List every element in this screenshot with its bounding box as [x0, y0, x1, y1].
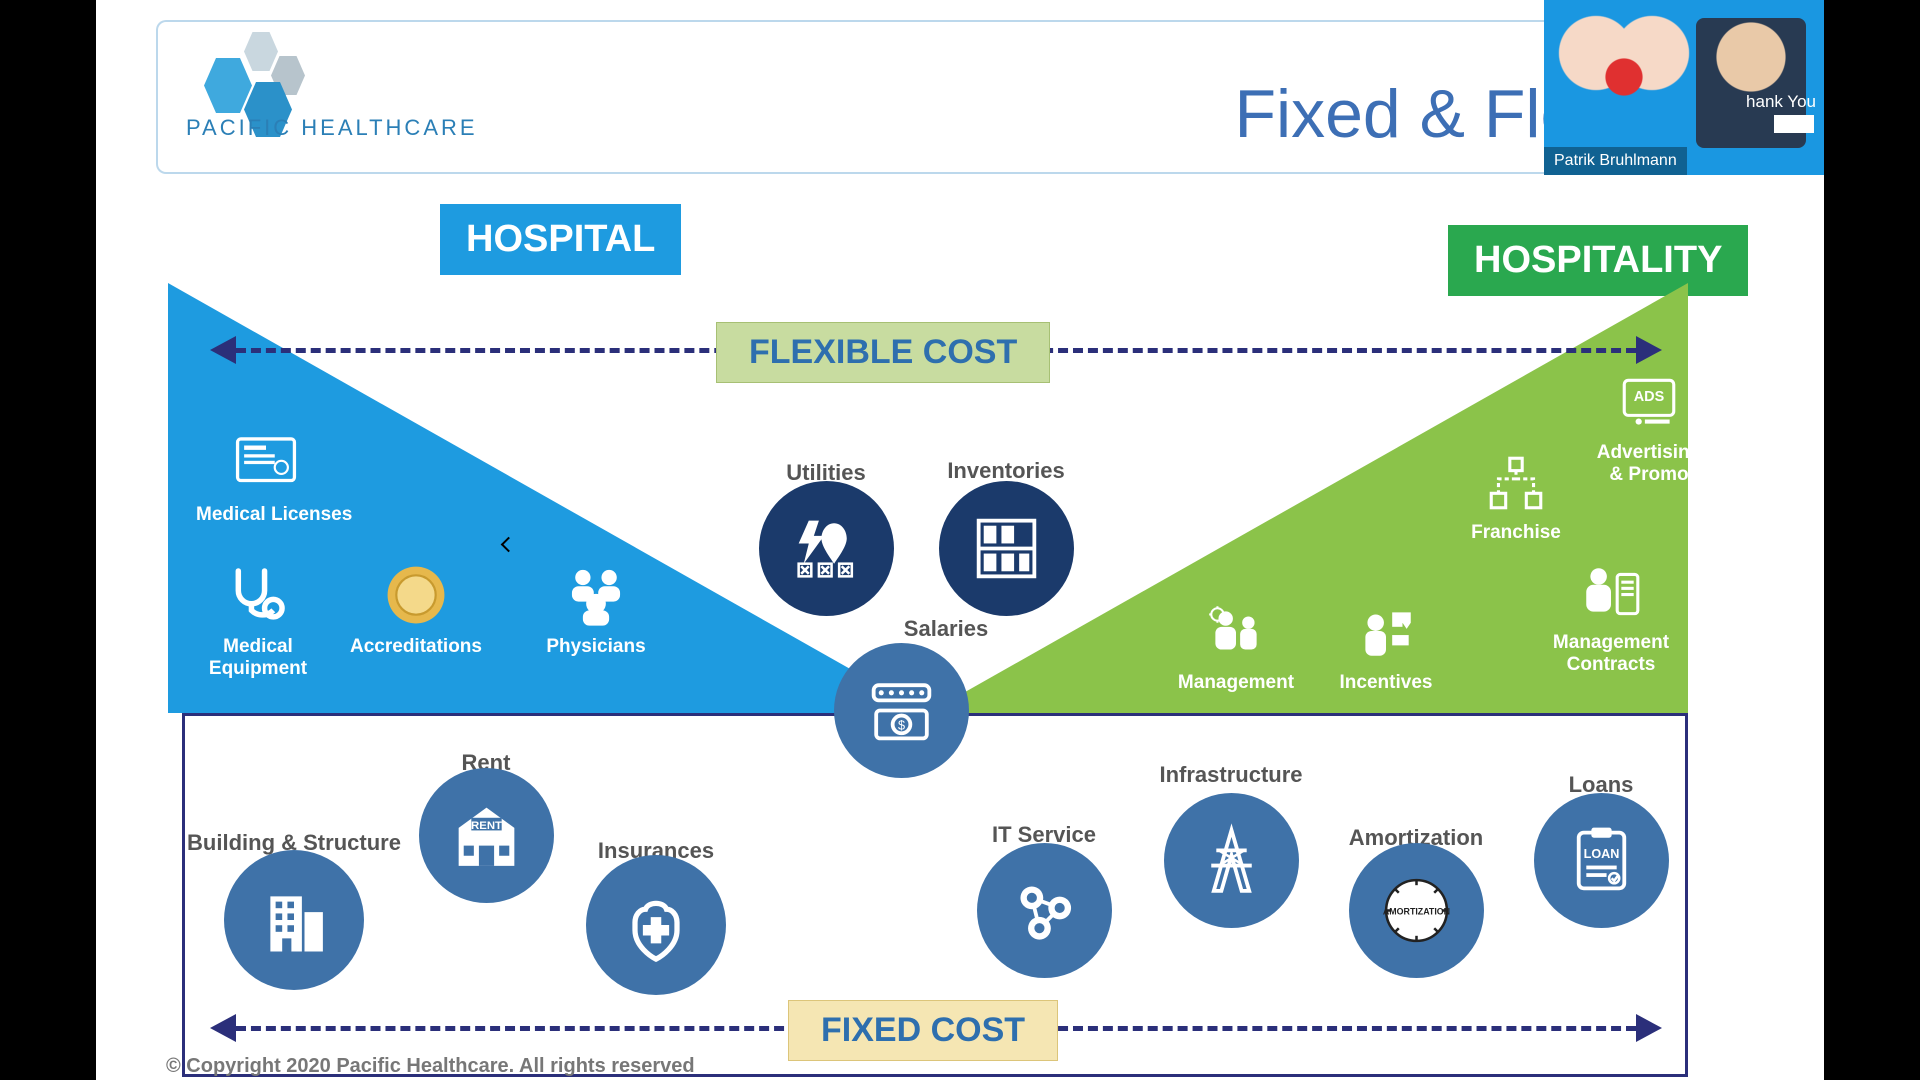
incentives-item: Incentives	[1311, 600, 1461, 694]
insurances-circle	[586, 855, 726, 995]
fixed-cost-banner: FIXED COST	[788, 1000, 1058, 1061]
medical-equipment-label: MedicalEquipment	[188, 636, 328, 680]
thank-you-text: hank You	[1746, 92, 1816, 112]
brand-name: PACIFIC HEALTHCARE	[186, 115, 478, 141]
amortization-circle	[1349, 843, 1484, 978]
physicians-item: Physicians	[526, 560, 666, 658]
loans-icon	[1534, 793, 1669, 928]
flexible-cost-banner: FLEXIBLE COST	[716, 322, 1050, 383]
rent-icon	[419, 768, 554, 903]
hands-heart-icon	[1554, 5, 1694, 125]
building-circle	[224, 850, 364, 990]
medical-licenses-label: Medical Licenses	[196, 504, 336, 526]
salaries-circle	[834, 643, 969, 778]
it-service-circle	[977, 843, 1112, 978]
franchise-label: Franchise	[1441, 522, 1591, 544]
flex-arrow-right-icon	[1636, 336, 1662, 364]
hospital-tag: HOSPITAL	[440, 204, 681, 275]
physicians-label: Physicians	[526, 636, 666, 658]
infrastructure-label: Infrastructure	[1111, 762, 1351, 788]
accreditations-item: Accreditations	[346, 560, 486, 658]
utilities-icon	[759, 481, 894, 616]
medical-equipment-icon	[188, 560, 328, 630]
utilities-circle	[759, 481, 894, 616]
webcam-overlay: hank You Patrik Bruhlmann	[1544, 0, 1824, 175]
copyright-text: © Copyright 2020 Pacific Healthcare. All…	[166, 1055, 695, 1078]
accreditations-label: Accreditations	[346, 636, 486, 658]
medical-licenses-icon	[196, 428, 336, 498]
management-label: Management	[1161, 672, 1311, 694]
building-icon	[224, 850, 364, 990]
salaries-label: Salaries	[866, 616, 1026, 642]
infrastructure-icon	[1164, 793, 1299, 928]
mgmt-contracts-item: ManagementContracts	[1536, 560, 1686, 676]
advertising-icon	[1574, 370, 1724, 436]
salaries-icon	[834, 643, 969, 778]
rent-circle	[419, 768, 554, 903]
franchise-icon	[1441, 450, 1591, 516]
inventories-circle	[939, 481, 1074, 616]
mgmt-contracts-label: ManagementContracts	[1536, 632, 1686, 676]
medical-licenses-item: Medical Licenses	[196, 428, 336, 526]
franchise-item: Franchise	[1441, 450, 1591, 544]
management-item: Management	[1161, 600, 1311, 694]
advertising-label: Advertising& Promo	[1574, 442, 1724, 486]
presenter-name: Patrik Bruhlmann	[1544, 147, 1687, 175]
inventories-icon	[939, 481, 1074, 616]
incentives-icon	[1311, 600, 1461, 666]
mgmt-contracts-icon	[1536, 560, 1686, 626]
hospitality-tag: HOSPITALITY	[1448, 225, 1748, 296]
medical-equipment-item: MedicalEquipment	[188, 560, 328, 680]
advertising-item: Advertising& Promo	[1574, 370, 1724, 486]
physicians-icon	[526, 560, 666, 630]
fixed-arrow-left-icon	[210, 1014, 236, 1042]
accreditations-icon	[346, 560, 486, 630]
loans-circle	[1534, 793, 1669, 928]
it-service-icon	[977, 843, 1112, 978]
management-icon	[1161, 600, 1311, 666]
amortization-icon	[1349, 843, 1484, 978]
incentives-label: Incentives	[1311, 672, 1461, 694]
flex-arrow-left-icon	[210, 336, 236, 364]
webcam-chip	[1774, 115, 1814, 133]
insurances-icon	[586, 855, 726, 995]
infrastructure-circle	[1164, 793, 1299, 928]
fixed-arrow-right-icon	[1636, 1014, 1662, 1042]
